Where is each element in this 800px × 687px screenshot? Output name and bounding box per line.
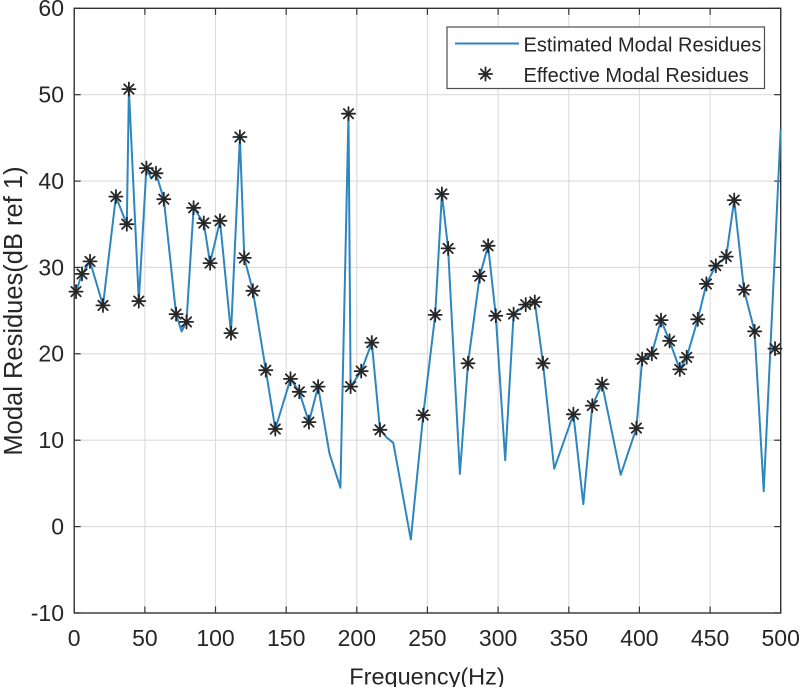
svg-text:50: 50 — [38, 82, 64, 108]
svg-text:50: 50 — [132, 625, 158, 651]
svg-text:100: 100 — [196, 625, 234, 651]
svg-text:200: 200 — [338, 625, 376, 651]
svg-text:0: 0 — [68, 625, 81, 651]
svg-text:10: 10 — [38, 427, 64, 453]
svg-text:0: 0 — [51, 514, 64, 540]
svg-text:20: 20 — [38, 341, 64, 367]
svg-text:60: 60 — [38, 0, 64, 21]
svg-text:Modal Residues(dB ref 1): Modal Residues(dB ref 1) — [0, 166, 28, 455]
svg-text:30: 30 — [38, 254, 64, 280]
svg-text:Frequency(Hz): Frequency(Hz) — [349, 664, 504, 687]
svg-text:400: 400 — [620, 625, 658, 651]
svg-text:350: 350 — [550, 625, 588, 651]
svg-text:300: 300 — [479, 625, 517, 651]
svg-text:Effective Modal Residues: Effective Modal Residues — [524, 65, 749, 87]
svg-text:150: 150 — [267, 625, 305, 651]
svg-text:250: 250 — [408, 625, 446, 651]
svg-text:500: 500 — [762, 625, 800, 651]
svg-text:450: 450 — [691, 625, 729, 651]
svg-text:-10: -10 — [31, 600, 64, 626]
svg-text:Estimated Modal Residues: Estimated Modal Residues — [524, 35, 762, 57]
svg-text:40: 40 — [38, 168, 64, 194]
